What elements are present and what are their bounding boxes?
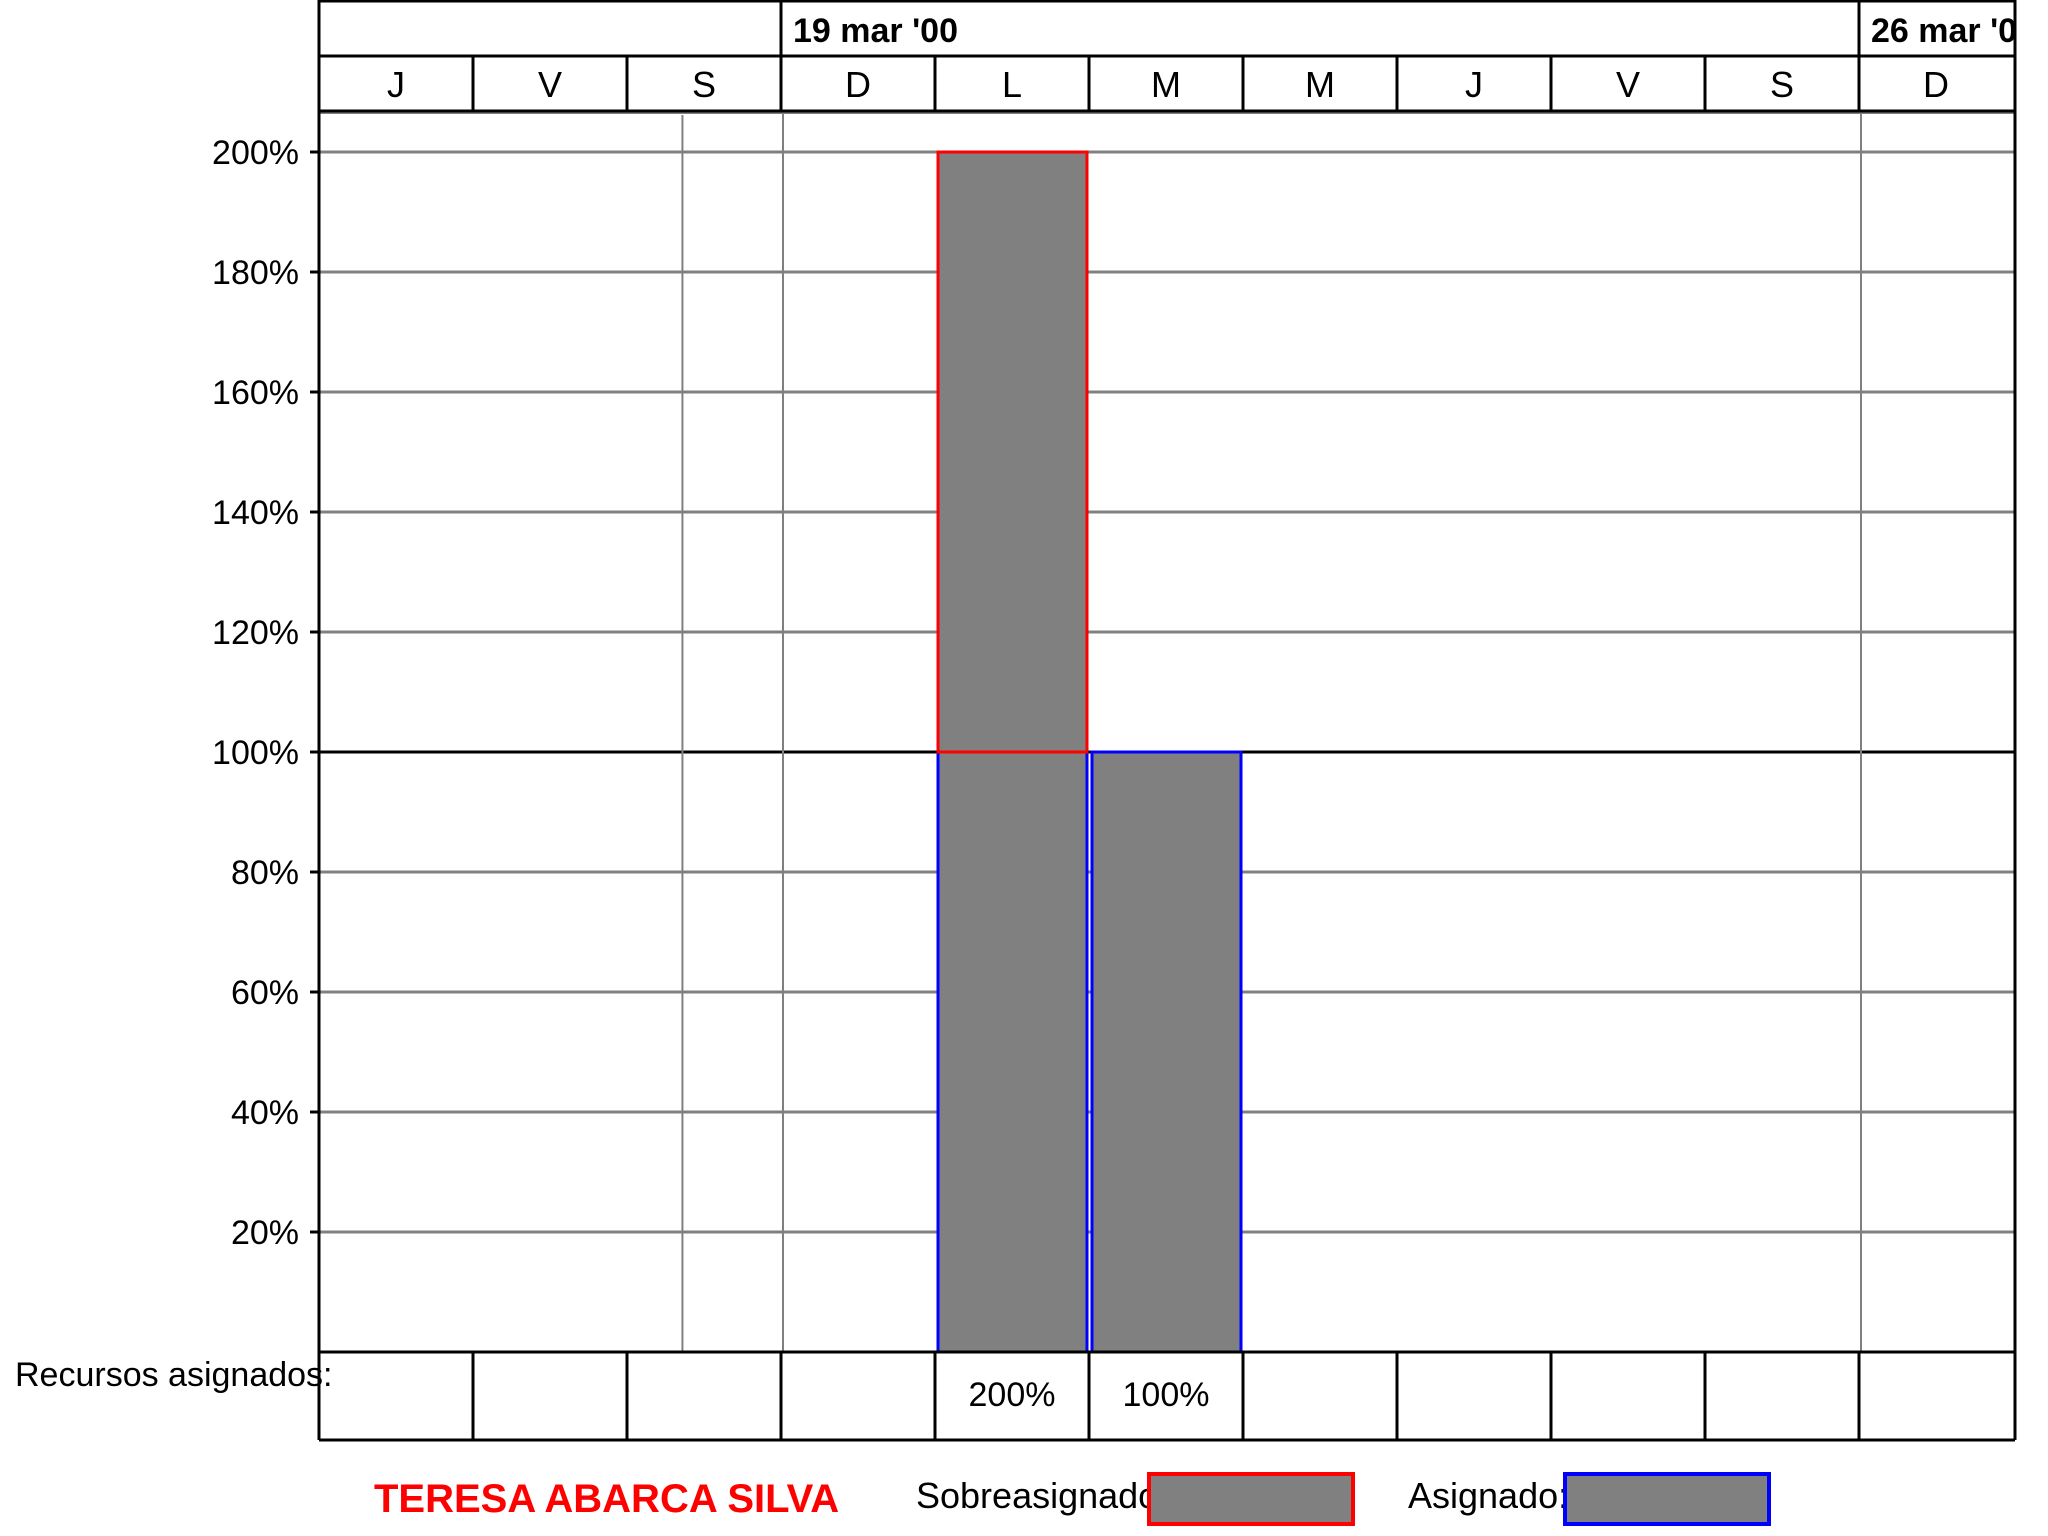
legend: TERESA ABARCA SILVA Sobreasignado: Asignad…: [374, 1472, 1771, 1526]
day-label: M: [1151, 64, 1181, 105]
y-tick-label: 20%: [231, 1214, 299, 1252]
assigned-value: 100%: [1123, 1376, 1210, 1414]
timescale-header: 19 mar '00 26 mar '0 J V S D L M M J V S D: [317, 0, 2017, 1440]
y-tick-label: 40%: [231, 1094, 299, 1132]
y-tick-label: 160%: [212, 374, 299, 412]
y-tick-label: 80%: [231, 854, 299, 892]
legend-swatch: [1147, 1472, 1355, 1526]
day-label: L: [1002, 64, 1022, 105]
legend-label: Asignado:: [1408, 1475, 1568, 1516]
bar-sobreasignado: [936, 150, 1089, 754]
bars: [936, 150, 1243, 1354]
legend-label: Sobreasignado:: [916, 1475, 1168, 1516]
day-label: V: [538, 64, 562, 105]
y-axis: 20% 40% 60% 80% 100% 120% 140% 160% 180% 200%: [212, 0, 321, 1440]
assigned-row: Recursos asignados: 200% 100%: [15, 1350, 2015, 1442]
day-label: D: [1923, 64, 1949, 105]
day-label: D: [845, 64, 871, 105]
day-label: S: [692, 64, 716, 105]
assigned-value: 200%: [969, 1376, 1056, 1414]
legend-swatch: [1563, 1472, 1771, 1526]
day-label: S: [1770, 64, 1794, 105]
y-tick-label: 140%: [212, 494, 299, 532]
y-tick-label: 180%: [212, 254, 299, 292]
y-tick-label: 120%: [212, 614, 299, 652]
week-label: 19 mar '00: [793, 12, 958, 50]
week-label: 26 mar '0: [1871, 12, 2017, 50]
y-tick-label: 60%: [231, 974, 299, 1012]
day-label: V: [1616, 64, 1640, 105]
day-label: M: [1305, 64, 1335, 105]
bar-asignado: [936, 750, 1089, 1354]
resource-name: TERESA ABARCA SILVA: [374, 1477, 839, 1521]
day-label: J: [387, 64, 405, 105]
day-label: J: [1465, 64, 1483, 105]
y-tick-label: 100%: [212, 734, 299, 772]
bar-asignado: [1090, 750, 1243, 1354]
assigned-row-label: Recursos asignados:: [15, 1356, 333, 1394]
y-tick-label: 200%: [212, 134, 299, 172]
